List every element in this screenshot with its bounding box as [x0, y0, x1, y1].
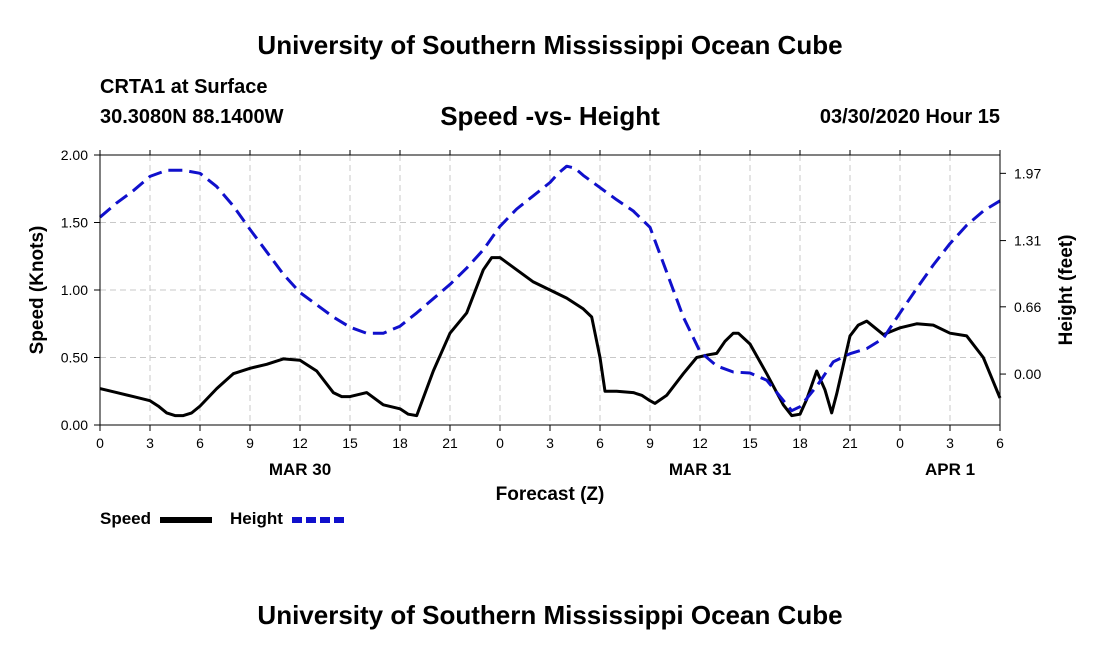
height-series-line — [99, 164, 1001, 413]
legend: Speed Height — [100, 509, 344, 528]
chart-title: Speed -vs- Height — [440, 101, 660, 131]
x-tick-label: 15 — [742, 435, 758, 451]
axes — [94, 150, 1006, 431]
y-tick-label: 1.00 — [61, 282, 88, 298]
x-tick-label: 18 — [392, 435, 408, 451]
x-tick-label: 0 — [96, 435, 104, 451]
x-tick-label: 6 — [196, 435, 204, 451]
x-tick-label: 21 — [442, 435, 458, 451]
speed-series-line — [99, 256, 1002, 418]
date-label: MAR 31 — [669, 460, 731, 479]
footer-title: University of Southern Mississippi Ocean… — [257, 600, 843, 630]
x-tick-label: 12 — [292, 435, 308, 451]
x-tick-label: 18 — [792, 435, 808, 451]
x-tick-label: 21 — [842, 435, 858, 451]
y2-axis-title: Height (feet) — [1056, 235, 1077, 346]
x-tick-label: 6 — [996, 435, 1004, 451]
y-tick-label: 0.00 — [61, 417, 88, 433]
y-tick-label: 1.50 — [61, 215, 88, 231]
y-axis-title: Speed (Knots) — [27, 226, 48, 355]
y2-tick-label: 0.66 — [1014, 299, 1041, 315]
x-tick-label: 0 — [496, 435, 504, 451]
y-tick-label: 2.00 — [61, 147, 88, 163]
date-hour-label: 03/30/2020 Hour 15 — [819, 106, 1000, 128]
page-title: University of Southern Mississippi Ocean… — [257, 30, 843, 60]
x-tick-label: 6 — [596, 435, 604, 451]
y2-tick-label: 1.97 — [1014, 165, 1041, 181]
x-tick-label: 12 — [692, 435, 708, 451]
x-tick-label: 3 — [946, 435, 954, 451]
x-tick-label: 15 — [342, 435, 358, 451]
x-tick-label: 9 — [246, 435, 254, 451]
x-tick-label: 3 — [146, 435, 154, 451]
x-tick-label: 3 — [546, 435, 554, 451]
station-label: CRTA1 at Surface — [100, 76, 268, 98]
axis-labels: 0 3 6 9 12 15 18 21 0 3 6 9 12 15 18 21 0 3 6 0.00 0.50 1.00 1… — [27, 147, 1077, 505]
x-tick-label: 9 — [646, 435, 654, 451]
legend-label-height: Height — [230, 509, 283, 528]
date-label: APR 1 — [925, 460, 975, 479]
legend-label-speed: Speed — [100, 509, 151, 528]
y2-tick-label: 0.00 — [1014, 366, 1041, 382]
y-tick-label: 0.50 — [61, 350, 88, 366]
y2-tick-label: 1.31 — [1014, 233, 1041, 249]
date-label: MAR 30 — [269, 460, 331, 479]
series-lines — [99, 164, 1002, 418]
coordinates-label: 30.3080N 88.1400W — [100, 106, 284, 128]
x-tick-label: 0 — [896, 435, 904, 451]
x-axis-title: Forecast (Z) — [496, 484, 605, 505]
